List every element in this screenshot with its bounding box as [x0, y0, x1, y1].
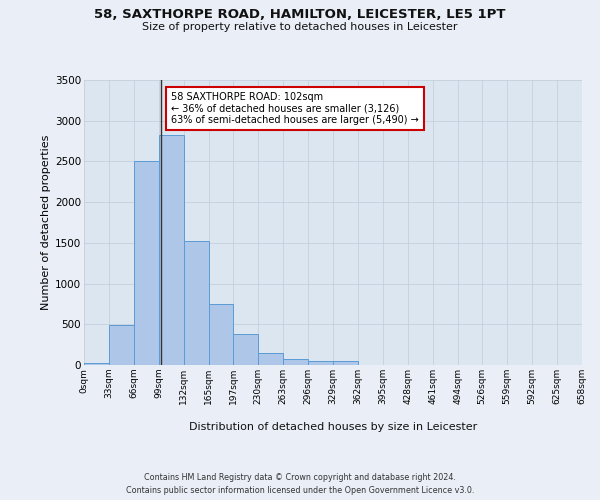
Text: Contains HM Land Registry data © Crown copyright and database right 2024.: Contains HM Land Registry data © Crown c… [144, 472, 456, 482]
Text: Distribution of detached houses by size in Leicester: Distribution of detached houses by size … [189, 422, 477, 432]
Text: 58, SAXTHORPE ROAD, HAMILTON, LEICESTER, LE5 1PT: 58, SAXTHORPE ROAD, HAMILTON, LEICESTER,… [94, 8, 506, 20]
Text: 58 SAXTHORPE ROAD: 102sqm
← 36% of detached houses are smaller (3,126)
63% of se: 58 SAXTHORPE ROAD: 102sqm ← 36% of detac… [171, 92, 419, 126]
Y-axis label: Number of detached properties: Number of detached properties [41, 135, 51, 310]
Text: Size of property relative to detached houses in Leicester: Size of property relative to detached ho… [142, 22, 458, 32]
Bar [258, 353, 283, 365]
Bar [109, 325, 134, 365]
Bar [159, 136, 184, 365]
Bar [134, 160, 159, 365]
Bar [233, 334, 258, 365]
Bar [209, 304, 233, 365]
Bar [184, 241, 209, 365]
Bar [283, 359, 308, 365]
Bar [308, 360, 333, 365]
Bar [333, 360, 358, 365]
Bar [84, 363, 109, 365]
Text: Contains public sector information licensed under the Open Government Licence v3: Contains public sector information licen… [126, 486, 474, 495]
